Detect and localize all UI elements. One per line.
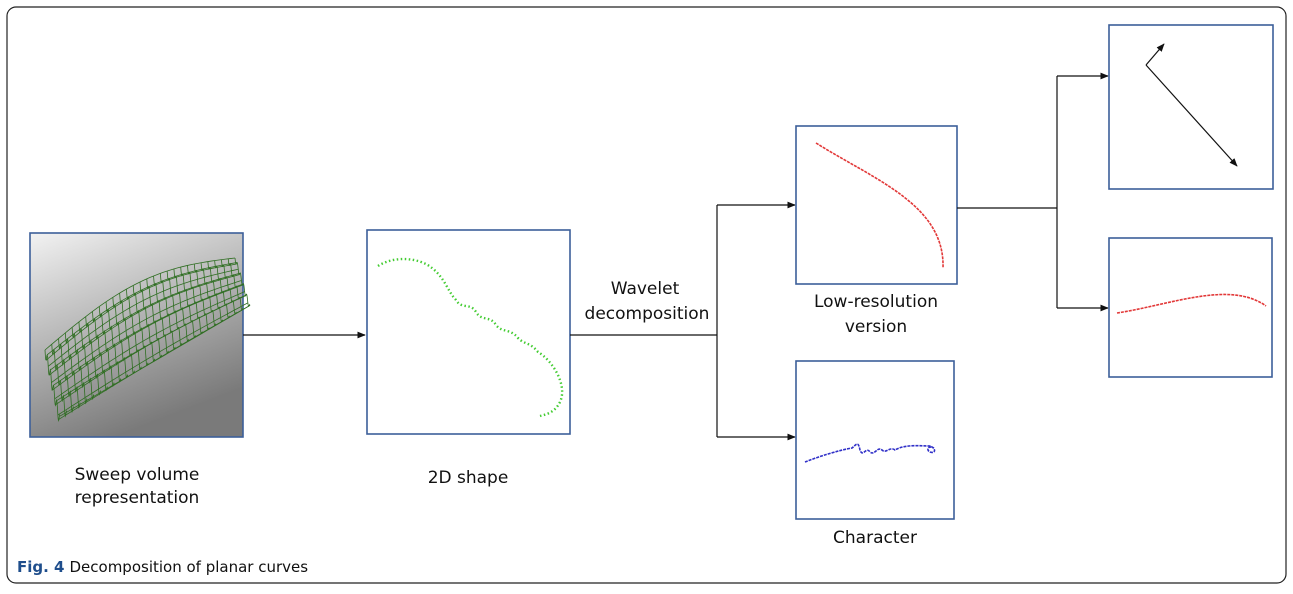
curve-box — [1109, 238, 1272, 377]
caption-number: Fig. 4 — [17, 558, 64, 576]
sweep-image — [30, 233, 243, 437]
caption-text: Decomposition of planar curves — [69, 558, 308, 576]
node-label: 2D shape — [428, 468, 509, 488]
edge-label: decomposition — [585, 304, 710, 324]
shape-box — [367, 230, 570, 434]
lowres-box — [796, 126, 957, 284]
caption: Fig. 4 Decomposition of planar curves — [17, 558, 308, 576]
node-label: representation — [75, 488, 200, 508]
node-label: Sweep volume — [75, 465, 200, 485]
character-box — [796, 361, 954, 519]
vector-box — [1109, 25, 1273, 189]
node-label: Character — [833, 528, 917, 548]
figure: Sweep volume representation 2D shape Wav… — [0, 0, 1293, 590]
node-label: Low-resolution — [814, 292, 938, 312]
node-label: version — [845, 317, 907, 337]
edge-label: Wavelet — [611, 279, 680, 299]
